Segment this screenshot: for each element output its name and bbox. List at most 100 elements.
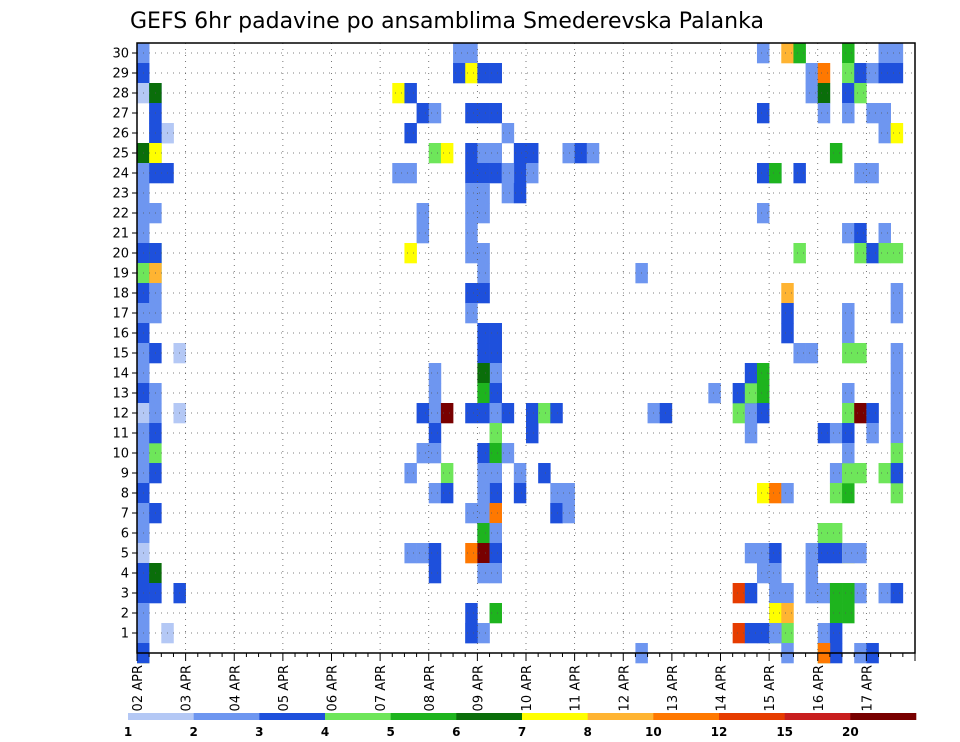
y-tick-label: 10 <box>112 447 129 462</box>
y-tick-label: 22 <box>112 207 129 222</box>
heatmap-cell <box>842 423 855 444</box>
heatmap-cell <box>829 623 843 644</box>
heatmap-cell <box>465 223 478 244</box>
heatmap-cell <box>550 403 563 424</box>
y-tick-label: 23 <box>112 187 129 202</box>
y-tick-label: 30 <box>112 47 129 62</box>
heatmap-cell <box>428 423 442 444</box>
heatmap-cell <box>416 443 430 464</box>
heatmap-cell <box>793 343 806 364</box>
heatmap-cell <box>756 383 770 404</box>
heatmap-cell <box>744 543 758 564</box>
heatmap-cell <box>854 223 867 244</box>
heatmap-cell <box>465 303 478 324</box>
y-tick-label: 20 <box>112 247 129 262</box>
heatmap-cells <box>137 43 904 664</box>
heatmap-cell <box>781 283 794 304</box>
heatmap-cell <box>477 383 490 404</box>
heatmap-cell <box>562 143 575 164</box>
heatmap-cell <box>465 403 478 424</box>
heatmap-cell <box>842 583 855 604</box>
heatmap-cell <box>878 123 891 144</box>
heatmap-cell <box>829 583 843 604</box>
heatmap-cell <box>854 63 867 84</box>
heatmap-cell <box>878 463 891 484</box>
heatmap-cell <box>416 543 430 564</box>
x-tick-label: 05 APR <box>277 665 292 711</box>
heatmap-cell <box>526 423 539 444</box>
colorbar-legend: 1 2 3 4 5 6 7 8 10 12 15 20 <box>124 713 917 739</box>
colorbar-swatch <box>522 713 588 720</box>
x-tick-label: 10 APR <box>520 665 535 711</box>
x-tick-label: 08 APR <box>423 665 438 711</box>
y-tick-label: 5 <box>121 547 129 562</box>
heatmap-cell <box>817 83 831 104</box>
heatmap-cell <box>513 483 527 504</box>
heatmap-cell <box>890 463 904 484</box>
heatmap-cell <box>866 163 879 184</box>
y-tick-label: 1 <box>121 627 129 642</box>
heatmap-cell <box>769 623 782 644</box>
heatmap-cell <box>829 543 843 564</box>
x-tick-label: 02 APR <box>131 665 146 711</box>
heatmap-cell <box>781 43 794 64</box>
heatmap-cell <box>890 343 904 364</box>
heatmap-cell <box>501 403 515 424</box>
y-tick-label: 12 <box>112 407 129 422</box>
heatmap-cell <box>744 623 758 644</box>
heatmap-cell <box>501 163 515 184</box>
heatmap-cell <box>404 163 417 184</box>
colorbar-label: 2 <box>189 725 197 739</box>
heatmap-cell <box>817 523 831 544</box>
heatmap-cell <box>550 483 563 504</box>
heatmap-cell <box>416 103 430 124</box>
heatmap-cell <box>854 543 867 564</box>
heatmap-cell <box>489 103 502 124</box>
heatmap-cell <box>805 83 819 104</box>
heatmap-cell <box>769 543 782 564</box>
colorbar-label: 5 <box>386 725 394 739</box>
heatmap-cell <box>890 43 904 64</box>
heatmap-cell <box>428 543 442 564</box>
heatmap-cell <box>440 483 454 504</box>
grid-lines <box>136 43 915 653</box>
colorbar-label: 12 <box>711 725 728 739</box>
y-axis-ticks: 1234567891011121314151617181920212223242… <box>112 47 137 642</box>
heatmap-cell <box>829 143 843 164</box>
heatmap-cell <box>854 163 867 184</box>
heatmap-cell <box>866 63 879 84</box>
heatmap-cell <box>805 63 819 84</box>
y-tick-label: 27 <box>112 107 129 122</box>
heatmap-cell <box>477 143 490 164</box>
y-tick-label: 9 <box>121 467 129 482</box>
colorbar-swatch <box>128 713 194 720</box>
heatmap-cell <box>817 583 831 604</box>
colorbar-label: 7 <box>518 725 526 739</box>
heatmap-cell <box>756 43 770 64</box>
heatmap-cell <box>538 403 551 424</box>
heatmap-cell <box>465 63 478 84</box>
heatmap-cell <box>489 403 502 424</box>
colorbar-label: 6 <box>452 725 460 739</box>
heatmap-cell <box>756 363 770 384</box>
colorbar-label: 20 <box>842 725 859 739</box>
heatmap-cell <box>890 63 904 84</box>
colorbar-label: 3 <box>255 725 263 739</box>
heatmap-cell <box>866 103 879 124</box>
heatmap-cell <box>562 503 575 524</box>
heatmap-cell <box>793 43 806 64</box>
y-tick-label: 19 <box>112 267 129 282</box>
colorbar-swatch <box>784 713 851 720</box>
heatmap-cell <box>440 463 454 484</box>
heatmap-cell <box>489 343 502 364</box>
heatmap-cell <box>756 623 770 644</box>
heatmap-cell <box>465 163 478 184</box>
heatmap-cell <box>477 503 490 524</box>
heatmap-cell <box>489 423 502 444</box>
heatmap-cell <box>538 463 551 484</box>
heatmap-cell <box>769 483 782 504</box>
heatmap-cell <box>428 403 442 424</box>
heatmap-cell <box>392 83 405 104</box>
heatmap-cell <box>489 563 502 584</box>
heatmap-cell <box>489 383 502 404</box>
